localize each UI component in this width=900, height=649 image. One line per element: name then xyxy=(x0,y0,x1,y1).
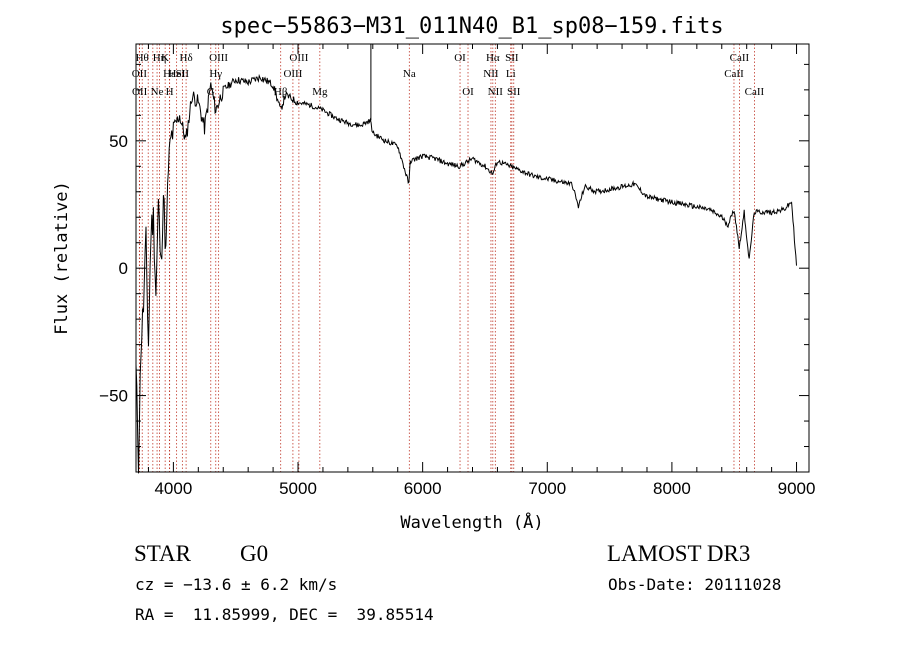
line-label: OI xyxy=(454,52,466,64)
ra-dec-coordinates: RA = 11.85999, DEC = 39.85514 xyxy=(135,605,434,624)
line-label: Mg xyxy=(312,86,328,98)
survey-name: LAMOST DR3 xyxy=(607,541,751,566)
axis-ticks: 4000 5000 6000 7000 8000 9000 −50 0 50 xyxy=(99,44,815,498)
x-tick-label: 8000 xyxy=(653,479,691,498)
line-label: SII xyxy=(505,52,519,64)
x-tick-label: 4000 xyxy=(154,479,192,498)
line-label: OIII xyxy=(283,68,302,80)
line-label: Hη xyxy=(153,52,167,64)
line-label: HeI xyxy=(168,68,185,80)
line-label: K xyxy=(161,52,169,64)
line-label: H xyxy=(166,86,174,98)
line-label: OI xyxy=(462,86,474,98)
line-label: Ne xyxy=(151,86,164,98)
line-label: SII xyxy=(176,68,190,80)
line-label: Li xyxy=(506,68,516,80)
chart-title: spec−55863−M31_011N40_B1_sp08−159.fits xyxy=(220,14,723,39)
line-label: Hθ xyxy=(136,52,149,64)
line-label: CaII xyxy=(724,68,744,80)
x-tick-label: 6000 xyxy=(404,479,442,498)
y-axis-label: Flux (relative) xyxy=(52,181,72,335)
line-label: OII xyxy=(132,68,148,80)
line-label: Hβ xyxy=(274,86,288,98)
x-tick-label: 7000 xyxy=(528,479,566,498)
observation-date: Obs-Date: 20111028 xyxy=(608,575,782,594)
line-label: OIII xyxy=(209,52,228,64)
object-class: STAR xyxy=(134,541,191,566)
line-label: Hα xyxy=(486,52,500,64)
object-subclass: G0 xyxy=(240,541,269,566)
x-axis-label: Wavelength (Å) xyxy=(400,511,543,533)
emission-line-markers xyxy=(138,44,755,472)
y-tick-label: 50 xyxy=(109,132,128,151)
line-label: G xyxy=(207,86,215,98)
line-label: NII xyxy=(483,68,499,80)
line-label: Hε xyxy=(163,68,176,80)
line-label: NII xyxy=(488,86,504,98)
x-tick-label: 5000 xyxy=(279,479,317,498)
redshift-cz: cz = −13.6 ± 6.2 km/s xyxy=(135,575,338,594)
plot-frame xyxy=(135,43,810,473)
x-tick-label: 9000 xyxy=(778,479,816,498)
line-label: Hγ xyxy=(209,68,222,80)
line-label: SII xyxy=(507,86,521,98)
line-label: CaII xyxy=(745,86,765,98)
line-label: OII xyxy=(132,86,148,98)
spectrum-line xyxy=(135,44,797,474)
line-label: Na xyxy=(403,68,416,80)
line-label: CaII xyxy=(730,52,750,64)
y-tick-label: 0 xyxy=(119,259,128,278)
y-tick-label: −50 xyxy=(99,387,128,406)
line-label: OIII xyxy=(289,52,308,64)
line-label: Hδ xyxy=(180,52,193,64)
